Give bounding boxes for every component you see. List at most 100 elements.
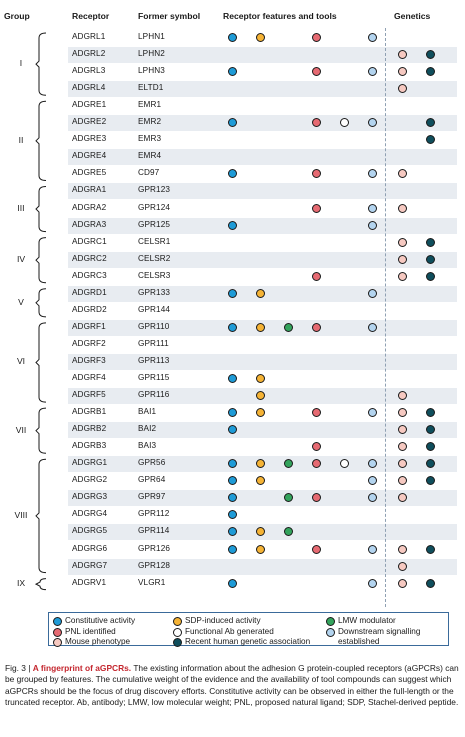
table-row: ADGRE1 EMR1 (68, 98, 457, 114)
genetics-dot-human (426, 135, 435, 145)
legend-dot-human (173, 638, 182, 647)
feature-dot-pnl (312, 544, 321, 554)
group-brackets (34, 32, 47, 591)
table-row: ADGRL2 LPHN2 (68, 47, 457, 64)
group-bracket (35, 288, 47, 318)
former-symbol: ELTD1 (138, 83, 164, 93)
feature-dot-sdp (256, 459, 265, 469)
former-symbol: GPR123 (138, 185, 171, 195)
feature-dot-pnl (312, 408, 321, 418)
group-label: IX (16, 578, 26, 589)
feature-dot-constitutive (228, 118, 237, 128)
group-label: V (18, 296, 24, 307)
feature-dot-sdp (256, 476, 265, 486)
feature-dot-downstream (368, 67, 377, 77)
former-symbol: CELSR1 (138, 236, 171, 246)
legend-dot-pnl (53, 628, 62, 637)
feature-dot-constitutive (228, 33, 237, 42)
feature-dot-lmw (284, 527, 293, 537)
former-symbol: GPR124 (138, 202, 171, 212)
table-row: ADGRA1 GPR123 (68, 183, 457, 200)
group-bracket (35, 100, 47, 181)
receptor-name: ADGRG4 (72, 509, 108, 519)
feature-dot-constitutive (228, 374, 237, 383)
table-row: ADGRC3 CELSR3 (68, 269, 457, 285)
receptor-name: ADGRG3 (72, 492, 108, 502)
genetics-dot-human (426, 254, 435, 264)
former-symbol: GPR116 (138, 390, 170, 400)
former-symbol: CD97 (138, 168, 160, 178)
table-row: ADGRF1 GPR110 (68, 319, 457, 336)
feature-dot-sdp (256, 288, 265, 298)
former-symbol: GPR64 (138, 475, 166, 485)
feature-dot-ab (340, 118, 349, 128)
genetics-dot-mouse (398, 442, 407, 452)
receptor-name: ADGRA2 (72, 202, 107, 212)
former-symbol: GPR97 (138, 492, 166, 502)
feature-dot-constitutive (228, 578, 237, 588)
table-row: ADGRB1 BAI1 (68, 405, 457, 421)
table-row: ADGRL3 LPHN3 (68, 64, 457, 80)
table-row: ADGRC1 CELSR1 (68, 235, 457, 251)
caption-title: A fingerprint of aGPCRs. (32, 663, 132, 673)
feature-dot-downstream (368, 578, 377, 588)
legend-dot-mouse (53, 638, 62, 647)
feature-dot-sdp (256, 408, 265, 418)
group-bracket (35, 237, 47, 284)
feature-dot-lmw (284, 493, 293, 503)
receptor-name: ADGRE2 (72, 117, 107, 127)
former-symbol: EMR3 (138, 134, 162, 144)
feature-dot-downstream (368, 118, 377, 128)
former-symbol: GPR113 (138, 355, 170, 365)
feature-dot-constitutive (228, 169, 237, 179)
caption-figure-number: Fig. 3 | (5, 663, 31, 673)
former-symbol: EMR4 (138, 151, 162, 161)
genetics-dot-mouse (398, 203, 407, 213)
legend-dot-sdp (173, 617, 182, 626)
feature-dot-lmw (284, 459, 293, 469)
feature-dot-constitutive (228, 527, 237, 537)
feature-dot-constitutive (228, 425, 237, 435)
genetics-dot-human (426, 578, 435, 588)
receptor-name: ADGRC3 (72, 270, 107, 280)
former-symbol: GPR128 (138, 560, 171, 570)
feature-dot-sdp (256, 322, 265, 332)
header-features: Receptor features and tools (223, 11, 337, 21)
feature-dot-sdp (256, 391, 265, 401)
former-symbol: GPR126 (138, 543, 171, 553)
table-row: ADGRD1 GPR133 (68, 285, 457, 302)
feature-dot-sdp (256, 544, 265, 554)
genetics-dot-human (426, 459, 435, 469)
group-label: VIII (14, 509, 28, 520)
feature-dot-pnl (312, 33, 321, 42)
table-row: ADGRC2 CELSR2 (68, 251, 457, 268)
receptor-name: ADGRG7 (72, 560, 108, 570)
former-symbol: GPR125 (138, 219, 171, 229)
receptor-name: ADGRB2 (72, 424, 107, 434)
feature-dot-constitutive (228, 67, 237, 77)
feature-dot-downstream (368, 220, 377, 230)
group-bracket (34, 578, 47, 591)
genetics-dot-human (426, 118, 435, 128)
former-symbol: BAI3 (138, 441, 157, 451)
table-row: ADGRE2 EMR2 (68, 115, 457, 132)
former-symbol: GPR133 (138, 287, 171, 297)
genetics-dot-mouse (398, 254, 407, 264)
feature-dot-pnl (312, 459, 321, 469)
feature-dot-downstream (368, 408, 377, 418)
genetics-dot-human (426, 476, 435, 486)
former-symbol: CELSR3 (138, 270, 171, 280)
genetics-dot-mouse (398, 237, 407, 247)
former-symbol: GPR112 (138, 509, 170, 519)
table-row: ADGRF2 GPR111 (68, 337, 457, 353)
feature-dot-pnl (312, 442, 321, 452)
table-row: ADGRG3 GPR97 (68, 490, 457, 507)
feature-dot-constitutive (228, 510, 237, 520)
receptor-name: ADGRA3 (72, 219, 107, 229)
table-row: ADGRG2 GPR64 (68, 473, 457, 489)
legend-dot-ab (173, 628, 182, 637)
receptor-name: ADGRC1 (72, 236, 107, 246)
group-label: I (19, 58, 23, 69)
header-group: Group (4, 11, 30, 21)
table-row: ADGRG5 GPR114 (68, 524, 457, 541)
